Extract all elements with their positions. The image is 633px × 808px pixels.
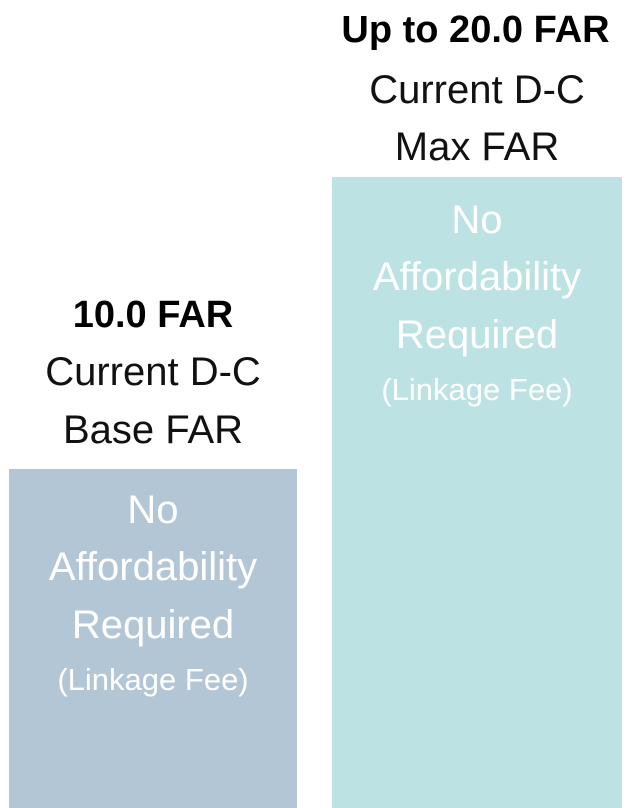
bar-text: Required <box>395 313 559 357</box>
bar-text: Affordability <box>48 545 258 589</box>
label-line: Base FAR <box>62 408 244 452</box>
max-far-bar <box>332 177 622 808</box>
label-line: Current D-C <box>369 68 585 112</box>
bar-note: (Linkage Fee) <box>381 372 573 407</box>
label-line: Current D-C <box>45 350 261 394</box>
bar-text: Required <box>71 603 235 647</box>
base-far-bar <box>9 469 297 808</box>
bar-text: Affordability <box>372 255 582 299</box>
label-line: Max FAR <box>394 125 560 169</box>
bar-text: No <box>127 488 179 532</box>
bar-note: (Linkage Fee) <box>57 662 249 697</box>
heading: 10.0 FAR <box>72 294 234 336</box>
heading: Up to 20.0 FAR <box>341 9 610 51</box>
bar-text: No <box>451 198 503 242</box>
